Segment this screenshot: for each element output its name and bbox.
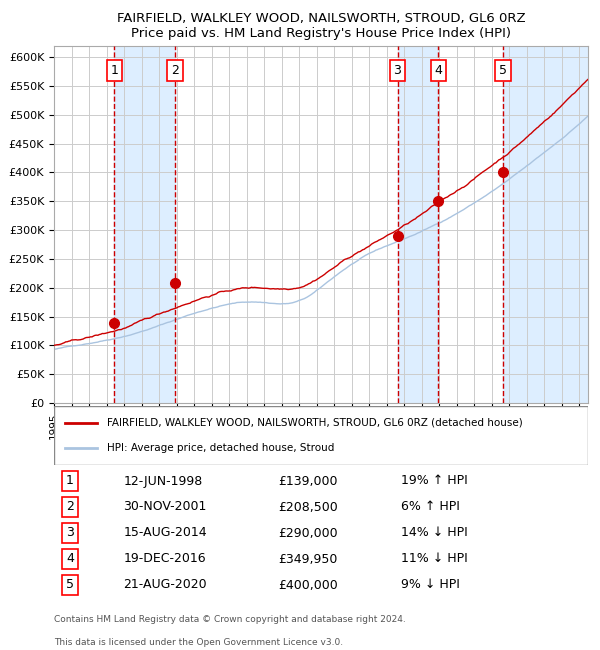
Text: £400,000: £400,000 bbox=[278, 578, 338, 592]
Text: HPI: Average price, detached house, Stroud: HPI: Average price, detached house, Stro… bbox=[107, 443, 335, 453]
Text: £139,000: £139,000 bbox=[278, 474, 338, 488]
Text: 9% ↓ HPI: 9% ↓ HPI bbox=[401, 578, 460, 592]
Text: 4: 4 bbox=[434, 64, 442, 77]
Text: 15-AUG-2014: 15-AUG-2014 bbox=[124, 526, 207, 539]
Text: 19-DEC-2016: 19-DEC-2016 bbox=[124, 552, 206, 566]
Text: 5: 5 bbox=[66, 578, 74, 592]
Text: FAIRFIELD, WALKLEY WOOD, NAILSWORTH, STROUD, GL6 0RZ (detached house): FAIRFIELD, WALKLEY WOOD, NAILSWORTH, STR… bbox=[107, 418, 523, 428]
Text: 30-NOV-2001: 30-NOV-2001 bbox=[124, 500, 207, 514]
Text: 2: 2 bbox=[66, 500, 74, 514]
Text: This data is licensed under the Open Government Licence v3.0.: This data is licensed under the Open Gov… bbox=[54, 638, 343, 647]
Text: 14% ↓ HPI: 14% ↓ HPI bbox=[401, 526, 468, 539]
Text: 5: 5 bbox=[499, 64, 507, 77]
Text: 1: 1 bbox=[110, 64, 118, 77]
FancyBboxPatch shape bbox=[54, 406, 588, 465]
Title: FAIRFIELD, WALKLEY WOOD, NAILSWORTH, STROUD, GL6 0RZ
Price paid vs. HM Land Regi: FAIRFIELD, WALKLEY WOOD, NAILSWORTH, STR… bbox=[116, 12, 526, 40]
Text: 2: 2 bbox=[171, 64, 179, 77]
Text: £290,000: £290,000 bbox=[278, 526, 338, 539]
Text: Contains HM Land Registry data © Crown copyright and database right 2024.: Contains HM Land Registry data © Crown c… bbox=[54, 615, 406, 624]
Text: 11% ↓ HPI: 11% ↓ HPI bbox=[401, 552, 468, 566]
Text: £208,500: £208,500 bbox=[278, 500, 338, 514]
Text: 12-JUN-1998: 12-JUN-1998 bbox=[124, 474, 203, 488]
Text: 3: 3 bbox=[394, 64, 401, 77]
Text: £349,950: £349,950 bbox=[278, 552, 338, 566]
Text: 21-AUG-2020: 21-AUG-2020 bbox=[124, 578, 207, 592]
Bar bbox=[114, 46, 175, 403]
Text: 3: 3 bbox=[66, 526, 74, 539]
Text: 6% ↑ HPI: 6% ↑ HPI bbox=[401, 500, 460, 514]
Bar bbox=[503, 46, 588, 403]
Text: 1: 1 bbox=[66, 474, 74, 488]
Text: 4: 4 bbox=[66, 552, 74, 566]
Bar bbox=[398, 46, 439, 403]
Text: 19% ↑ HPI: 19% ↑ HPI bbox=[401, 474, 468, 488]
